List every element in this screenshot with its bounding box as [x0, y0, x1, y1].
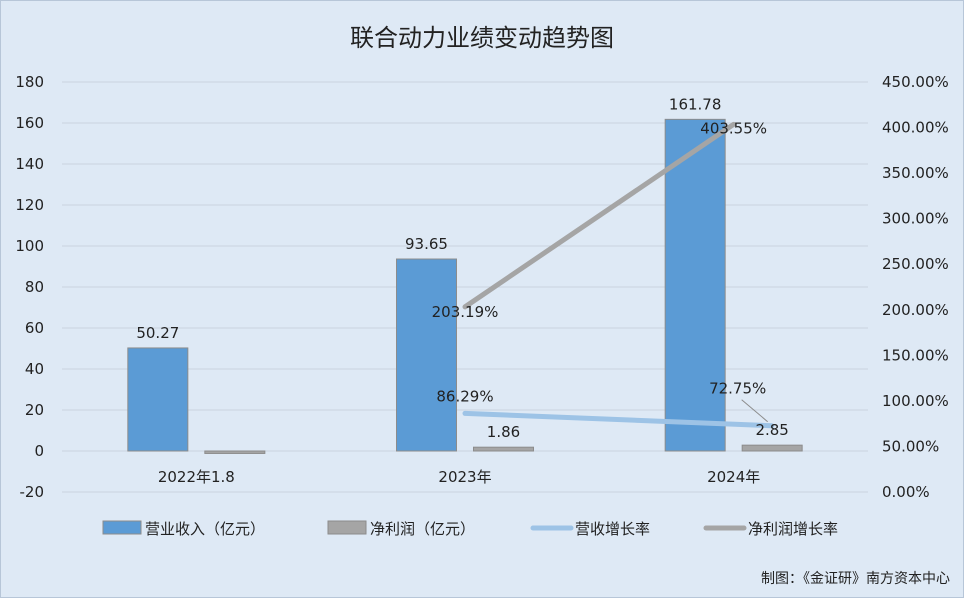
- line-data-label: 72.75%: [709, 380, 766, 398]
- bar-data-label: 2.85: [755, 421, 788, 439]
- bar: [396, 258, 457, 452]
- bars: [127, 118, 803, 454]
- series-line: [462, 121, 737, 310]
- x-category-label: 2023年: [438, 468, 491, 486]
- x-axis: 2022年1.8 2023年 2024年: [158, 468, 760, 486]
- legend-item: 净利润（亿元）: [327, 520, 475, 538]
- legend-label: 净利润（亿元）: [370, 520, 475, 538]
- y-tick-label-right: 0.00%: [882, 483, 930, 501]
- legend-label: 净利润增长率: [748, 520, 838, 538]
- bar: [664, 118, 726, 452]
- y-tick-label-right: 150.00%: [882, 346, 949, 364]
- bar-data-label: 161.78: [669, 95, 722, 113]
- line-data-label: 203.19%: [432, 303, 499, 321]
- y-tick-label-right: 400.00%: [882, 119, 949, 137]
- bar-data-label: 50.27: [136, 324, 179, 342]
- bar: [741, 444, 803, 452]
- legend-swatch: [327, 520, 367, 535]
- bar: [473, 446, 534, 452]
- bar-data-label: 1.86: [487, 423, 520, 441]
- lines: [462, 121, 775, 429]
- label-leader-line: [741, 399, 768, 423]
- y-axis-left: -20 0 20 40 60 80 100 120 140 160 180: [15, 73, 44, 501]
- bar-data-label: 93.65: [405, 235, 448, 253]
- y-tick-label-left: 60: [25, 319, 44, 337]
- y-tick-label-right: 300.00%: [882, 210, 949, 228]
- y-tick-label-left: 80: [25, 278, 44, 296]
- y-tick-label-left: 20: [25, 401, 44, 419]
- chart-title: 联合动力业绩变动趋势图: [350, 24, 614, 52]
- line-data-label: 403.55%: [700, 119, 767, 137]
- legend-label: 营收增长率: [575, 520, 650, 538]
- y-tick-label-left: 40: [25, 360, 44, 378]
- y-tick-label-left: 100: [15, 237, 44, 255]
- y-tick-label-right: 100.00%: [882, 392, 949, 410]
- legend-item: 营收增长率: [530, 520, 650, 538]
- y-tick-label-left: 120: [15, 196, 44, 214]
- x-category-label: 2022年1.8: [158, 468, 235, 486]
- y-tick-label-left: -20: [20, 483, 45, 501]
- bar: [127, 347, 189, 452]
- y-tick-label-left: 0: [34, 442, 44, 460]
- y-tick-label-right: 200.00%: [882, 301, 949, 319]
- y-tick-label-left: 160: [15, 114, 44, 132]
- line-data-label: 86.29%: [436, 387, 493, 405]
- legend: 营业收入（亿元） 净利润（亿元） 营收增长率 净利润增长率: [102, 520, 838, 538]
- y-tick-label-right: 250.00%: [882, 255, 949, 273]
- legend-swatch: [102, 520, 142, 535]
- credit-text: 制图：《金证研》南方资本中心: [761, 571, 950, 587]
- y-axis-right: 0.00% 50.00% 100.00% 150.00% 200.00% 250.00% 3…: [882, 73, 949, 501]
- legend-item: 营业收入（亿元）: [102, 520, 265, 538]
- legend-item: 净利润增长率: [703, 520, 838, 538]
- series-line: [462, 410, 775, 429]
- data-labels: 50.27 93.65 161.78 1.86 2.85 86.29% 72.75% 203.…: [136, 95, 789, 441]
- bar: [204, 450, 266, 454]
- y-tick-label-right: 450.00%: [882, 73, 949, 91]
- y-tick-label-right: 50.00%: [882, 437, 939, 455]
- x-category-label: 2024年: [707, 468, 760, 486]
- y-tick-label-left: 180: [15, 73, 44, 91]
- y-tick-label-right: 350.00%: [882, 164, 949, 182]
- legend-label: 营业收入（亿元）: [145, 520, 265, 538]
- y-tick-label-left: 140: [15, 155, 44, 173]
